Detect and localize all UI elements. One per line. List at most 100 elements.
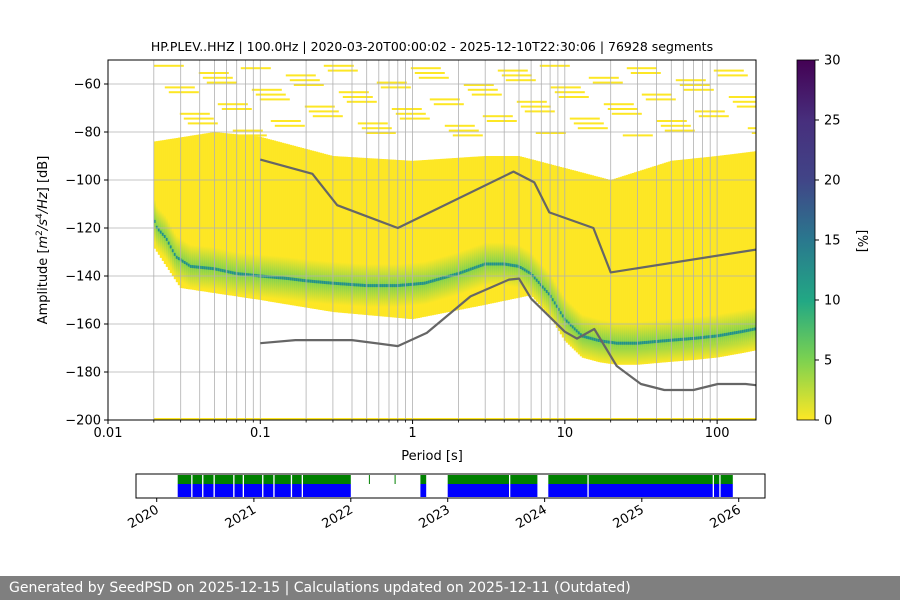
heatmap-mode-line (439, 277, 443, 281)
heatmap-column (283, 143, 287, 305)
heatmap-mode-line (525, 269, 529, 273)
heatmap-column (673, 160, 677, 348)
y-tick-label: −180 (65, 366, 101, 381)
heatmap-column (183, 136, 187, 289)
heatmap-column (275, 141, 279, 303)
heatmap-mode-line (303, 279, 307, 283)
heatmap-mode-line (619, 341, 623, 345)
heatmap-mode-line (489, 262, 493, 266)
heatmap-mode-line (389, 284, 393, 288)
heatmap-sparse-cell (410, 67, 441, 70)
heatmap-column (729, 154, 733, 344)
heatmap-column (569, 169, 573, 328)
heatmap-column (395, 159, 399, 318)
timeline-tick-label: 2025 (611, 502, 647, 532)
heatmap-column (489, 156, 493, 304)
heatmap-mode-line (217, 268, 221, 272)
heatmap-mode-line (381, 284, 385, 288)
heatmap-sparse-cell (342, 96, 373, 98)
heatmap-column (647, 167, 651, 348)
heatmap-column (271, 140, 275, 303)
heatmap-mode-line (751, 327, 755, 331)
heatmap-column (333, 156, 337, 313)
heatmap-column (615, 178, 619, 348)
heatmap-mode-line (225, 270, 229, 273)
heatmap-sparse-cell (717, 74, 748, 77)
heatmap-column (461, 157, 465, 310)
heatmap-sparse-cell (153, 64, 184, 67)
heatmap-column (549, 164, 553, 312)
heatmap-column (443, 158, 447, 313)
heatmap-mode-line (591, 337, 595, 341)
heatmap-mode-line (549, 294, 553, 298)
heatmap-sparse-cell (501, 74, 532, 77)
heatmap-column (577, 171, 581, 332)
heatmap-mode-line (645, 340, 649, 344)
heatmap-mode-line (673, 338, 677, 342)
heatmap-mode-line (393, 284, 397, 288)
heatmap-mode-line (571, 325, 575, 329)
timeline-gap (273, 475, 275, 497)
heatmap-column (409, 160, 413, 319)
heatmap-mode-line (553, 301, 557, 305)
heatmap-sparse-cell (323, 64, 354, 67)
heatmap-column (713, 156, 717, 344)
heatmap-mode-line (213, 267, 217, 271)
heatmap-mode-line (677, 338, 681, 342)
heatmap-mode-line (415, 282, 419, 286)
heatmap-mode-line (185, 262, 189, 266)
y-tick-label: −60 (74, 78, 101, 93)
heatmap-mode-line (453, 273, 457, 277)
timeline-segment-green (548, 475, 733, 484)
heatmap-sparse-cell (187, 122, 218, 125)
heatmap-column (617, 177, 621, 348)
heatmap-column (515, 156, 519, 299)
heatmap-mode-line (533, 276, 537, 280)
colorbar-tick-label: 30 (824, 54, 841, 69)
heatmap-column (393, 159, 397, 318)
heatmap-column (237, 134, 241, 297)
heatmap-column (421, 160, 425, 318)
heatmap-column (573, 170, 577, 330)
heatmap-mode-line (597, 339, 601, 342)
heatmap-sparse-cell (736, 105, 756, 108)
heatmap-column (247, 135, 251, 299)
heatmap-mode-line (535, 278, 539, 282)
heatmap-column (693, 158, 697, 346)
heatmap-column (651, 166, 655, 348)
heatmap-mode-line (719, 333, 723, 337)
heatmap-mode-line (395, 284, 399, 288)
heatmap-mode-line (603, 340, 607, 343)
heatmap-column (159, 140, 163, 258)
heatmap-column (217, 132, 221, 294)
heatmap-column (355, 157, 359, 315)
heatmap-column (163, 139, 167, 264)
heatmap-mode-line (337, 282, 341, 286)
heatmap-mode-line (733, 331, 737, 335)
heatmap-sparse-cell (660, 124, 691, 127)
heatmap-column (439, 158, 443, 314)
heatmap-mode-line (737, 330, 741, 334)
heatmap-mode-line (721, 333, 725, 337)
heatmap-column (665, 162, 669, 348)
heatmap-sparse-cell (206, 81, 237, 84)
heatmap-column (601, 177, 605, 344)
colorbar-label: [%] (854, 230, 869, 253)
heatmap-column (641, 169, 645, 348)
heatmap-column (341, 156, 345, 313)
heatmap-mode-line (307, 279, 311, 283)
heatmap-mode-line (243, 272, 247, 276)
heatmap-column (433, 159, 437, 315)
heatmap-column (223, 133, 227, 295)
heatmap-mode-line (301, 278, 305, 282)
heatmap-column (327, 154, 331, 312)
heatmap-column (475, 156, 479, 307)
heatmap-mode-line (559, 311, 563, 315)
heatmap-mode-line (725, 332, 729, 336)
heatmap-mode-line (485, 262, 489, 266)
heatmap-mode-line (353, 283, 357, 287)
heatmap-mode-line (421, 281, 425, 285)
heatmap-mode-line (713, 334, 717, 338)
heatmap-column (399, 160, 403, 319)
heatmap-column (697, 157, 701, 346)
